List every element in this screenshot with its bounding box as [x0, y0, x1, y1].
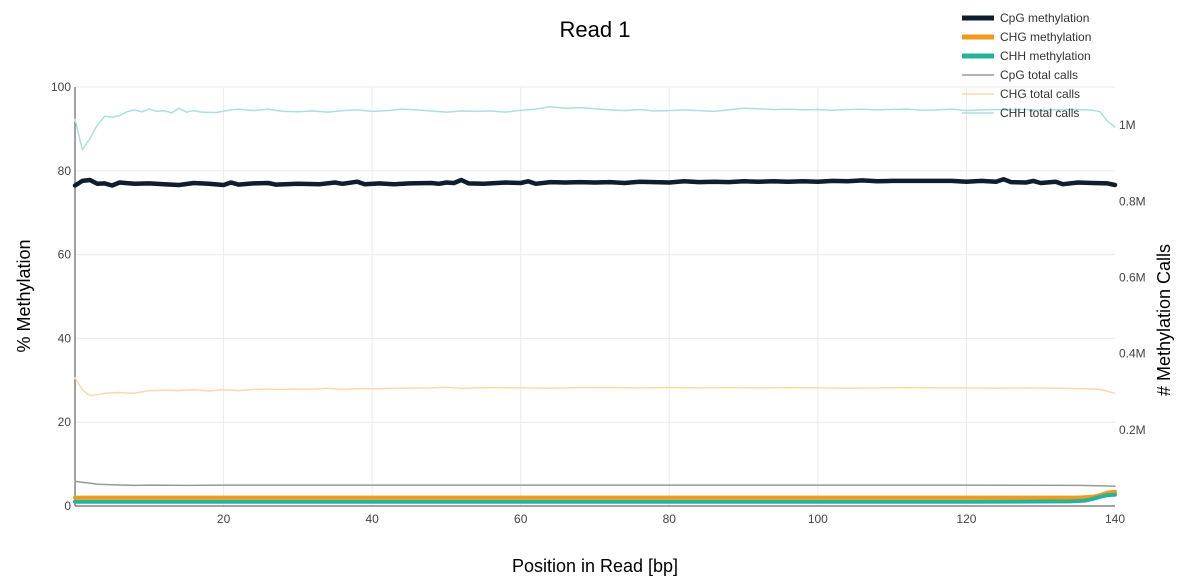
legend-item-chg-total-calls[interactable]: CHG total calls	[962, 87, 1080, 101]
legend-label: CHH total calls	[1000, 106, 1079, 120]
x-tick-label: 60	[514, 512, 528, 526]
legend-label: CHH methylation	[1000, 49, 1091, 63]
y-tick-label: 80	[58, 164, 72, 178]
y2-tick-label: 1M	[1119, 118, 1136, 132]
legend-label: CHG methylation	[1000, 30, 1091, 44]
series-line-chh-methylation[interactable]	[73, 492, 1117, 504]
x-tick-label: 100	[808, 512, 828, 526]
legend-item-chh-total-calls[interactable]: CHH total calls	[962, 106, 1079, 120]
y-tick-label: 40	[58, 331, 72, 345]
series-line-cpg-total-calls[interactable]	[74, 480, 1116, 487]
x-axis-label: Position in Read [bp]	[512, 556, 678, 576]
series-line-chg-total-calls[interactable]	[74, 377, 1116, 397]
x-tick-label: 140	[1105, 512, 1125, 526]
y-tick-label: 20	[58, 415, 72, 429]
legend-item-chg-methylation[interactable]: CHG methylation	[962, 30, 1091, 44]
series-line-chh-total-calls[interactable]	[74, 106, 1116, 151]
y2-axis-label: # Methylation Calls	[1154, 244, 1174, 396]
chart-title: Read 1	[560, 17, 631, 42]
x-tick-label: 40	[365, 512, 379, 526]
y2-tick-label: 0.8M	[1119, 194, 1146, 208]
series-line-cpg-methylation[interactable]	[72, 176, 1118, 188]
legend-item-cpg-total-calls[interactable]: CpG total calls	[962, 68, 1078, 82]
y-axis-label: % Methylation	[14, 239, 34, 352]
x-tick-label: 120	[956, 512, 976, 526]
legend[interactable]: CpG methylation CHG methylation CHH methyl…	[962, 11, 1091, 120]
axis-layer: 0 20 40 60 80 100 20 40 60 80 100 120 140 0.2M 0.4M 0.6…	[51, 80, 1146, 526]
series-layer	[72, 106, 1118, 504]
y2-tick-label: 0.6M	[1119, 270, 1146, 284]
y-tick-label: 60	[58, 248, 72, 262]
legend-label: CpG methylation	[1000, 11, 1089, 25]
y-tick-label: 100	[51, 80, 71, 94]
grid-layer	[75, 86, 1115, 506]
legend-item-chh-methylation[interactable]: CHH methylation	[962, 49, 1091, 63]
x-tick-label: 20	[217, 512, 231, 526]
legend-label: CHG total calls	[1000, 87, 1080, 101]
legend-item-cpg-methylation[interactable]: CpG methylation	[962, 11, 1089, 25]
y2-tick-label: 0.2M	[1119, 423, 1146, 437]
legend-label: CpG total calls	[1000, 68, 1078, 82]
y-tick-label: 0	[64, 499, 71, 513]
y2-tick-label: 0.4M	[1119, 347, 1146, 361]
series-line-chg-methylation[interactable]	[73, 489, 1117, 500]
x-tick-label: 80	[663, 512, 677, 526]
